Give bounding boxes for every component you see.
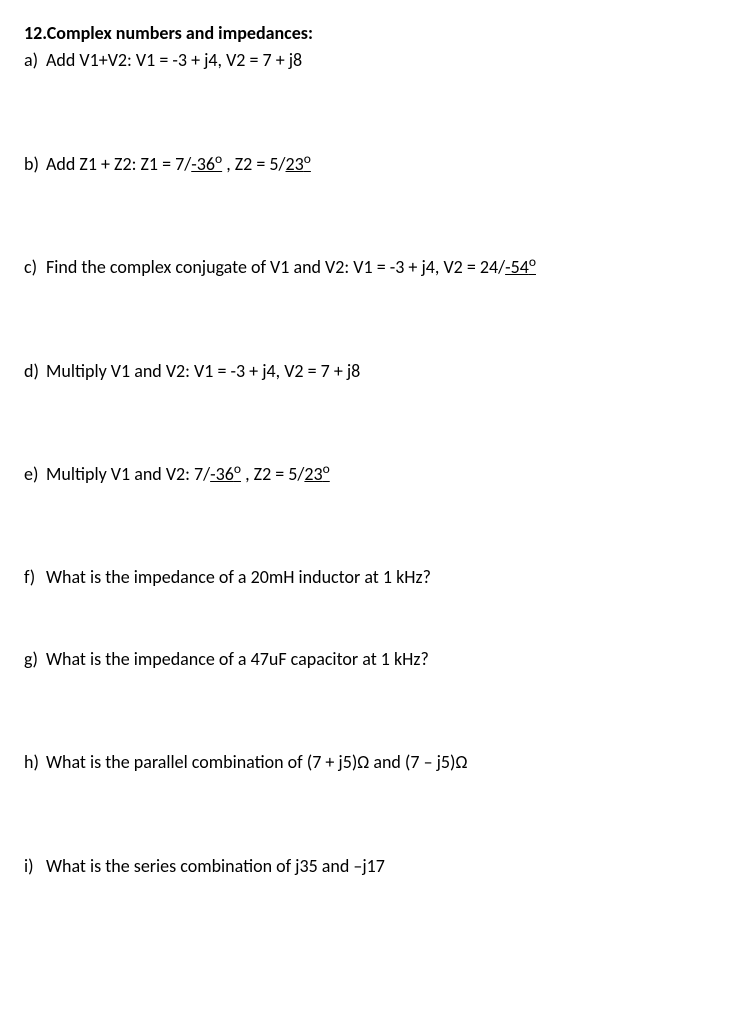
text-c-prefix: Find the complex conjugate of V1 and V2:… — [46, 256, 505, 278]
text-e-prefix: Multiply V1 and V2: 7/ — [46, 463, 210, 485]
problem-g: g)What is the impedance of a 47uF capaci… — [24, 648, 715, 671]
label-a: a) — [24, 49, 46, 72]
text-b-prefix: Add Z1 + Z2: Z1 = 7/ — [46, 153, 191, 175]
label-f: f) — [24, 566, 46, 589]
problem-i: i)What is the series combination of j35 … — [24, 855, 715, 878]
problem-c: c)Find the complex conjugate of V1 and V… — [24, 256, 715, 279]
label-c: c) — [24, 256, 46, 279]
page-title: 12.Complex numbers and impedances: — [24, 22, 715, 45]
label-h: h) — [24, 751, 46, 774]
text-h: What is the parallel combination of (7 +… — [46, 751, 467, 773]
text-f: What is the impedance of a 20mH inductor… — [46, 566, 431, 588]
label-b: b) — [24, 153, 46, 176]
label-e: e) — [24, 463, 46, 486]
text-a: Add V1+V2: V1 = -3 + j4, V2 = 7 + j8 — [46, 49, 302, 71]
text-e-mid: , Z2 = 5/ — [241, 463, 304, 485]
problem-e: e)Multiply V1 and V2: 7/-36o , Z2 = 5/23… — [24, 463, 715, 486]
text-d: Multiply V1 and V2: V1 = -3 + j4, V2 = 7… — [46, 360, 360, 382]
problem-h: h)What is the parallel combination of (7… — [24, 751, 715, 774]
problem-d: d)Multiply V1 and V2: V1 = -3 + j4, V2 =… — [24, 360, 715, 383]
text-e-u1: -36o — [210, 463, 241, 485]
worksheet-page: 12.Complex numbers and impedances: a)Add… — [0, 0, 739, 908]
text-c-u1: -54o — [505, 256, 536, 278]
label-g: g) — [24, 648, 46, 671]
label-i: i) — [24, 855, 46, 878]
text-i: What is the series combination of j35 an… — [46, 855, 385, 877]
text-b-u1: -36o — [191, 153, 222, 175]
text-b-mid: , Z2 = 5/ — [222, 153, 285, 175]
text-g: What is the impedance of a 47uF capacito… — [46, 648, 429, 670]
problem-a: a)Add V1+V2: V1 = -3 + j4, V2 = 7 + j8 — [24, 49, 715, 72]
problem-f: f)What is the impedance of a 20mH induct… — [24, 566, 715, 589]
label-d: d) — [24, 360, 46, 383]
problem-b: b)Add Z1 + Z2: Z1 = 7/-36o , Z2 = 5/23o — [24, 153, 715, 176]
text-b-u2: 23o — [286, 153, 311, 175]
text-e-u2: 23o — [304, 463, 329, 485]
